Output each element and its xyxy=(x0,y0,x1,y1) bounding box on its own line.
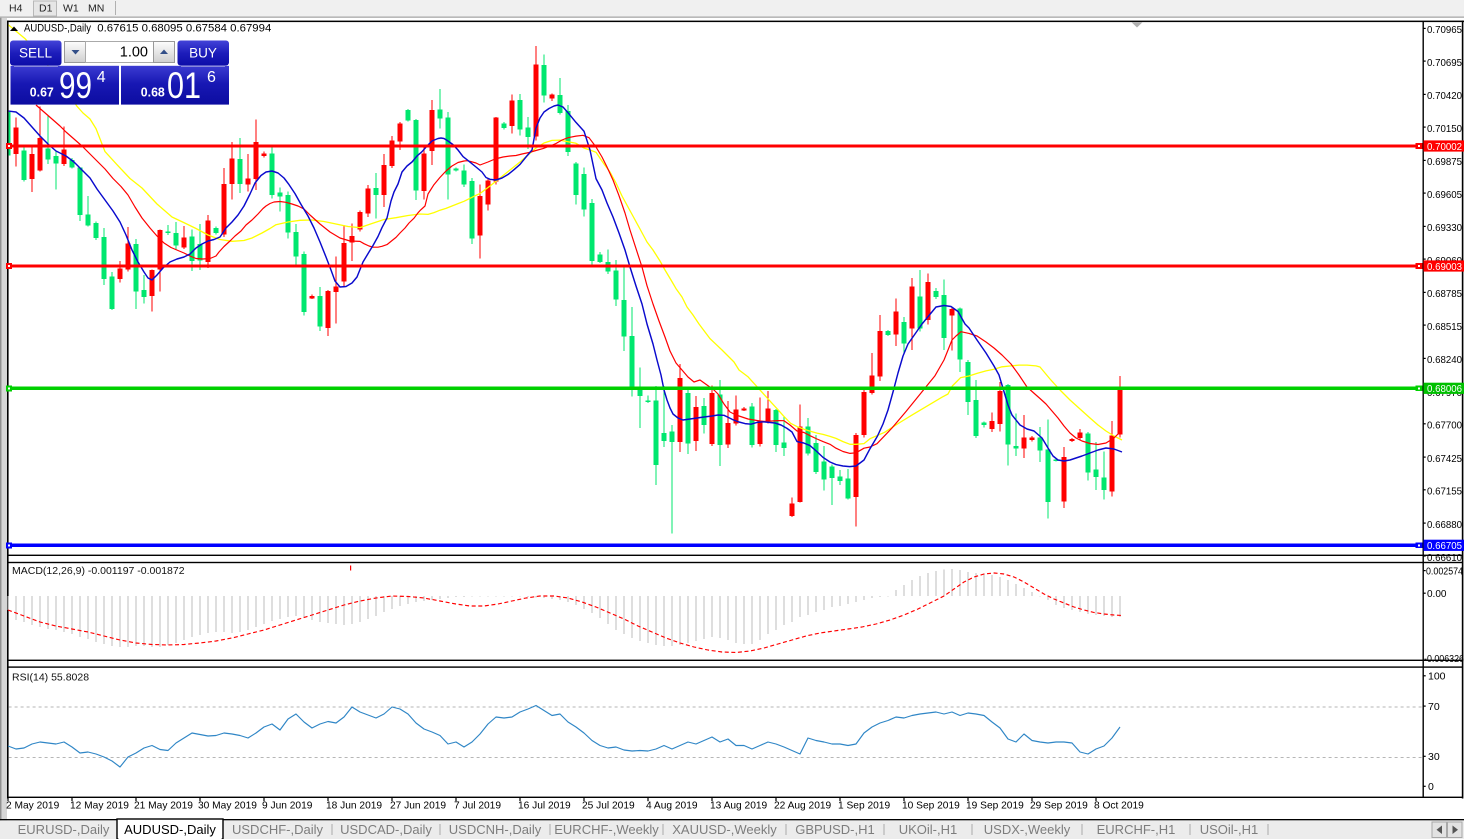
svg-text:BUY: BUY xyxy=(189,46,217,61)
svg-text:8 Oct 2019: 8 Oct 2019 xyxy=(1094,801,1144,812)
svg-text:UKOil-,H1: UKOil-,H1 xyxy=(899,822,958,837)
svg-text:-0.006326: -0.006326 xyxy=(1424,654,1464,665)
svg-text:6: 6 xyxy=(207,69,216,86)
svg-text:MACD(12,26,9) -0.001197 -0.001: MACD(12,26,9) -0.001197 -0.001872 xyxy=(12,565,185,577)
svg-text:0.69330: 0.69330 xyxy=(1427,222,1462,234)
svg-text:0.68785: 0.68785 xyxy=(1427,288,1462,300)
svg-text:RSI(14) 55.8028: RSI(14) 55.8028 xyxy=(12,672,89,684)
svg-text:0.68006: 0.68006 xyxy=(1427,383,1462,395)
svg-text:21 May 2019: 21 May 2019 xyxy=(134,801,193,812)
svg-text:0.67425: 0.67425 xyxy=(1427,453,1462,465)
svg-text:0.70695: 0.70695 xyxy=(1427,57,1462,69)
svg-text:18 Jun 2019: 18 Jun 2019 xyxy=(326,801,382,812)
svg-text:25 Jul 2019: 25 Jul 2019 xyxy=(582,801,635,812)
svg-text:0.68: 0.68 xyxy=(141,85,165,100)
svg-text:D1: D1 xyxy=(39,3,53,15)
svg-text:0.70002: 0.70002 xyxy=(1427,141,1462,153)
svg-text:AUDUSD-,Daily: AUDUSD-,Daily xyxy=(24,23,92,35)
svg-text:1.00: 1.00 xyxy=(120,45,148,61)
svg-text:10 Sep 2019: 10 Sep 2019 xyxy=(902,801,960,812)
svg-text:0.70965: 0.70965 xyxy=(1427,24,1462,36)
svg-text:0: 0 xyxy=(1428,781,1434,793)
svg-text:1 Sep 2019: 1 Sep 2019 xyxy=(838,801,890,812)
svg-text:99: 99 xyxy=(59,65,92,106)
svg-text:SELL: SELL xyxy=(19,46,53,61)
svg-text:XAUUSD-,Weekly: XAUUSD-,Weekly xyxy=(672,822,777,837)
svg-text:16 Jul 2019: 16 Jul 2019 xyxy=(518,801,571,812)
svg-text:0.67615 0.68095 0.67584 0.6799: 0.67615 0.68095 0.67584 0.67994 xyxy=(97,23,271,35)
svg-text:30 May 2019: 30 May 2019 xyxy=(198,801,257,812)
svg-text:0.70150: 0.70150 xyxy=(1427,123,1462,135)
svg-text:USDCNH-,Daily: USDCNH-,Daily xyxy=(449,822,542,837)
svg-text:4: 4 xyxy=(97,69,106,86)
svg-text:0.67: 0.67 xyxy=(30,85,54,100)
svg-text:4 Aug 2019: 4 Aug 2019 xyxy=(646,801,698,812)
svg-text:70: 70 xyxy=(1428,701,1440,713)
svg-text:27 Jun 2019: 27 Jun 2019 xyxy=(390,801,446,812)
svg-text:0.00: 0.00 xyxy=(1427,589,1447,600)
svg-text:0.69003: 0.69003 xyxy=(1427,261,1462,273)
svg-text:H4: H4 xyxy=(9,3,23,15)
svg-text:0.70420: 0.70420 xyxy=(1427,90,1462,102)
svg-text:0.66880: 0.66880 xyxy=(1427,519,1462,531)
svg-text:GBPUSD-,H1: GBPUSD-,H1 xyxy=(795,822,874,837)
svg-text:EURCHF-,Weekly: EURCHF-,Weekly xyxy=(554,822,659,837)
svg-text:0.66705: 0.66705 xyxy=(1427,540,1462,552)
svg-text:0.002574: 0.002574 xyxy=(1426,567,1463,578)
svg-text:9 Jun 2019: 9 Jun 2019 xyxy=(262,801,313,812)
svg-text:W1: W1 xyxy=(63,3,79,15)
svg-text:0.67155: 0.67155 xyxy=(1427,486,1462,498)
svg-text:EURCHF-,H1: EURCHF-,H1 xyxy=(1097,822,1176,837)
svg-text:USDCAD-,Daily: USDCAD-,Daily xyxy=(340,822,432,837)
svg-text:2 May 2019: 2 May 2019 xyxy=(6,801,60,812)
svg-text:0.69875: 0.69875 xyxy=(1427,156,1462,168)
svg-text:0.68240: 0.68240 xyxy=(1427,354,1462,366)
svg-text:0.67700: 0.67700 xyxy=(1427,420,1462,432)
svg-text:USDX-,Weekly: USDX-,Weekly xyxy=(984,822,1071,837)
svg-text:EURUSD-,Daily: EURUSD-,Daily xyxy=(18,822,110,837)
svg-text:29 Sep 2019: 29 Sep 2019 xyxy=(1030,801,1088,812)
svg-text:USDCHF-,Daily: USDCHF-,Daily xyxy=(232,822,324,837)
svg-text:13 Aug 2019: 13 Aug 2019 xyxy=(710,801,768,812)
svg-text:7 Jul 2019: 7 Jul 2019 xyxy=(454,801,501,812)
svg-text:0.68515: 0.68515 xyxy=(1427,321,1462,333)
svg-text:MN: MN xyxy=(88,3,104,15)
svg-text:USOil-,H1: USOil-,H1 xyxy=(1200,822,1259,837)
svg-text:22 Aug 2019: 22 Aug 2019 xyxy=(774,801,832,812)
svg-text:AUDUSD-,Daily: AUDUSD-,Daily xyxy=(124,822,216,837)
svg-text:100: 100 xyxy=(1428,671,1446,683)
svg-text:12 May 2019: 12 May 2019 xyxy=(70,801,129,812)
svg-text:30: 30 xyxy=(1428,751,1440,763)
svg-text:0.69605: 0.69605 xyxy=(1427,189,1462,201)
svg-text:01: 01 xyxy=(167,65,201,106)
svg-text:19 Sep 2019: 19 Sep 2019 xyxy=(966,801,1024,812)
